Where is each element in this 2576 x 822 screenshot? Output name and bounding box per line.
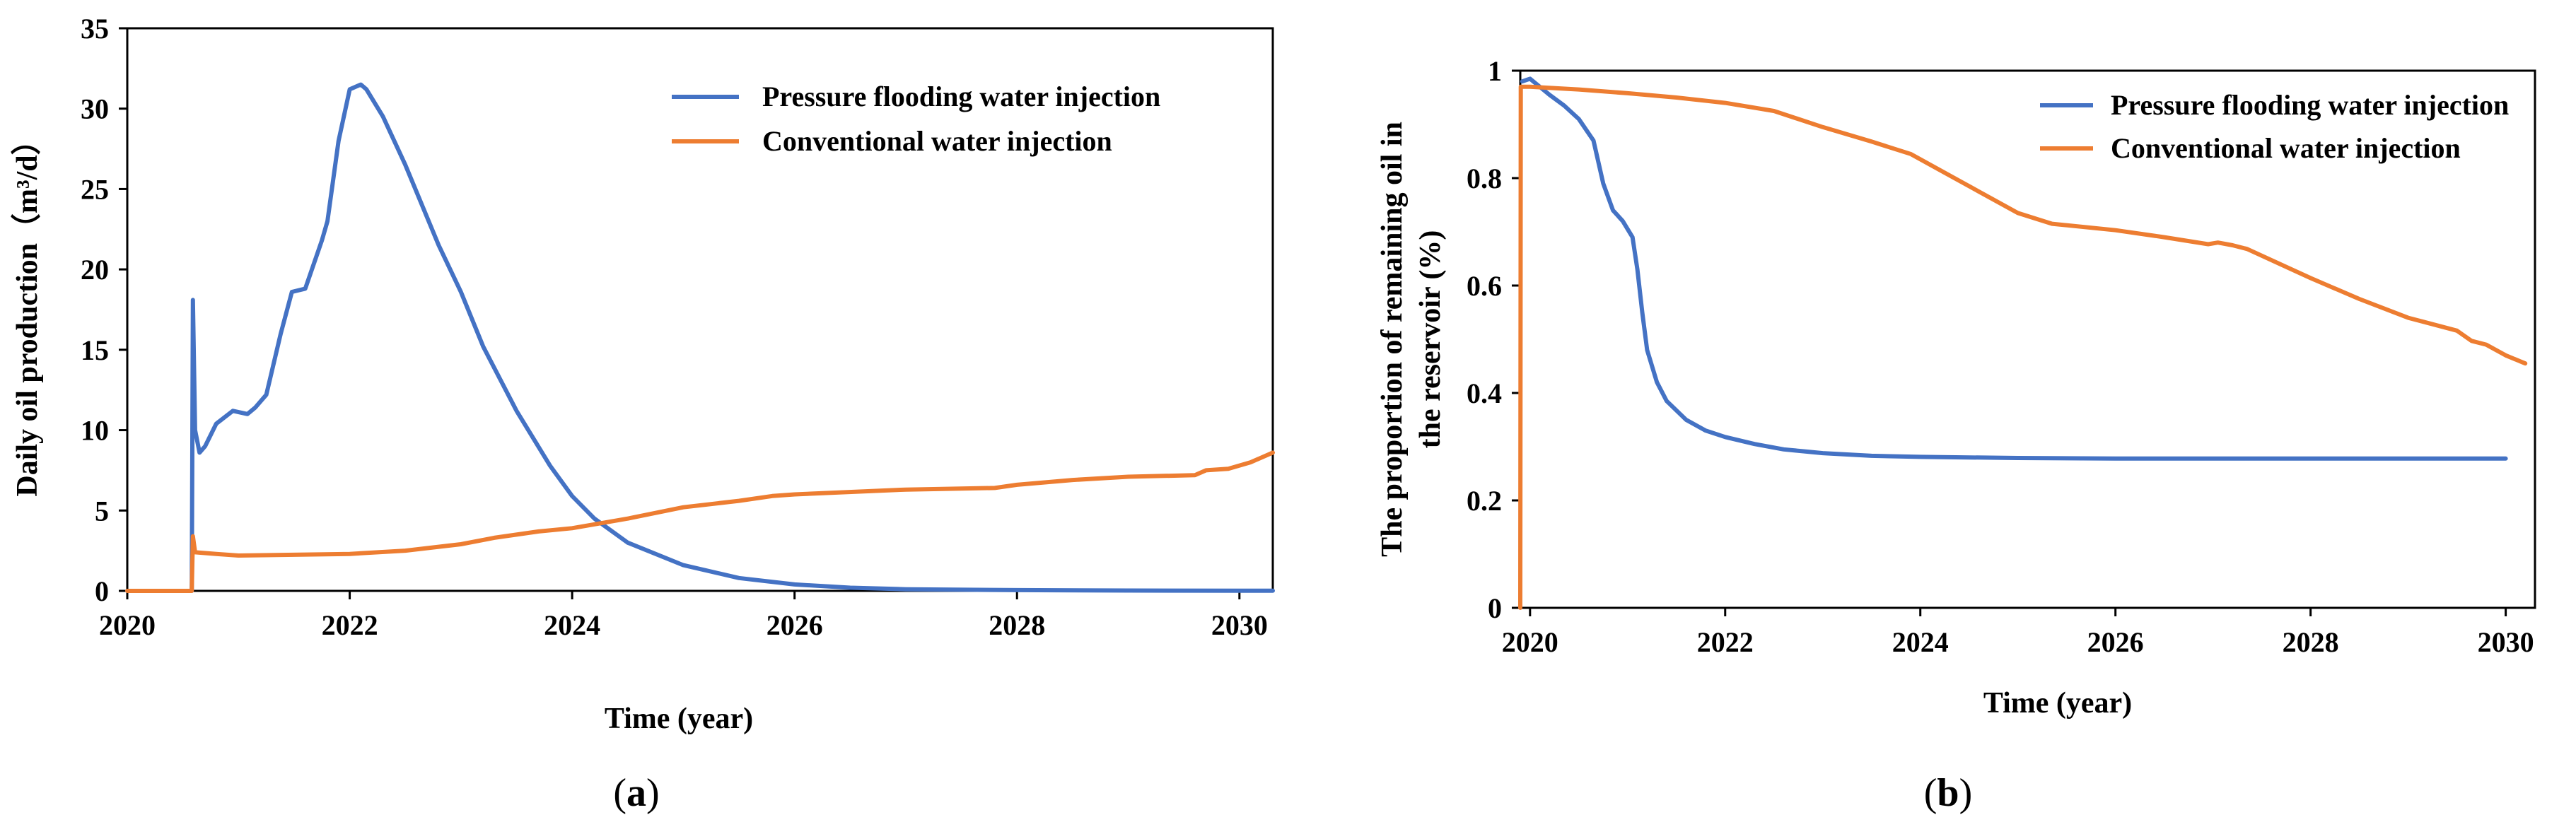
a-x-tick-label: 2022 [322,609,378,641]
chart-b-y-axis-title-line-2: the reservoir (%) [1414,230,1447,449]
chart-b-legend: Pressure flooding water injection Conven… [2040,89,2509,164]
b-x-tick-label: 2022 [1697,626,1754,658]
chart-a-panel-letter: a [626,771,646,815]
b-series-line-pressure-flooding [1520,76,2508,461]
a-y-tick-label: 15 [81,334,109,366]
a-series-line-conventional [125,450,1275,593]
chart-b-y-ticks: 0 0.2 0.4 0.6 0.8 1 [1467,55,1520,624]
b-series-line-conventional [1518,84,2528,610]
a-y-tick-label: 35 [81,13,109,45]
b-x-tick-label: 2030 [2478,626,2534,658]
chart-b-panel-label: (b) [1924,771,1972,815]
a-x-tick-label: 2026 [767,609,823,641]
chart-b-legend-label-conventional: Conventional water injection [2111,132,2461,164]
chart-b-panel-letter: b [1937,771,1959,815]
a-x-tick-label: 2030 [1211,609,1268,641]
chart-a-plot-frame [126,27,1274,592]
a-y-tick-label: 25 [81,173,109,205]
a-y-tick-label: 30 [81,93,109,125]
b-y-tick-label: 0 [1488,592,1502,624]
a-y-tick-label: 20 [81,254,109,286]
chart-a-x-ticks: 2020 2022 2024 2026 2028 2030 [99,591,1268,641]
chart-a-panel-label: (a) [613,771,659,815]
b-y-tick-label: 0.2 [1467,485,1502,517]
chart-b: 00.20.40.60.81 2020 2022 2024 2026 2028 2030 … [1376,55,2536,815]
a-series-line-pressure-flooding [125,82,1275,593]
a-y-tick-label: 5 [95,495,109,527]
chart-b-series-lines [1518,76,2528,610]
chart-b-x-ticks: 2020 2022 2024 2026 2028 2030 [1502,608,2534,658]
b-y-tick-label: 0.6 [1467,270,1502,302]
b-y-tick-label: 0.4 [1467,377,1502,409]
a-y-tick-label: 0 [95,575,109,607]
a-x-tick-label: 2028 [989,609,1045,641]
b-x-tick-label: 2024 [1892,626,1949,658]
chart-a-legend: Pressure flooding water injection Conven… [672,81,1160,157]
chart-a-legend-label-pressure: Pressure flooding water injection [762,81,1160,112]
b-y-tick-label: 1 [1488,55,1502,87]
chart-b-y-axis-title-line-1: The proportion of remaining oil in [1376,122,1409,557]
a-y-tick-label: 10 [81,415,109,447]
chart-a-legend-label-conventional: Conventional water injection [762,125,1112,157]
chart-b-x-axis-title: Time (year) [1983,687,2132,720]
a-x-tick-label: 2024 [544,609,600,641]
b-y-tick-label: 0.8 [1467,163,1502,194]
chart-a-series-lines [125,82,1275,593]
b-x-tick-label: 2026 [2087,626,2144,658]
b-x-tick-label: 2020 [1502,626,1558,658]
chart-a-y-axis-title: Daily oil production（m³/d） [11,125,44,496]
chart-a-x-axis-title: Time (year) [605,703,753,735]
a-x-tick-label: 2020 [99,609,156,641]
chart-b-legend-label-pressure: Pressure flooding water injection [2111,89,2509,121]
chart-b-y-axis-title: The proportion of remaining oil in the r… [1376,122,1447,557]
b-x-tick-label: 2028 [2283,626,2339,658]
chart-a-y-ticks: 0 5 10 15 20 25 30 35 [81,13,127,607]
